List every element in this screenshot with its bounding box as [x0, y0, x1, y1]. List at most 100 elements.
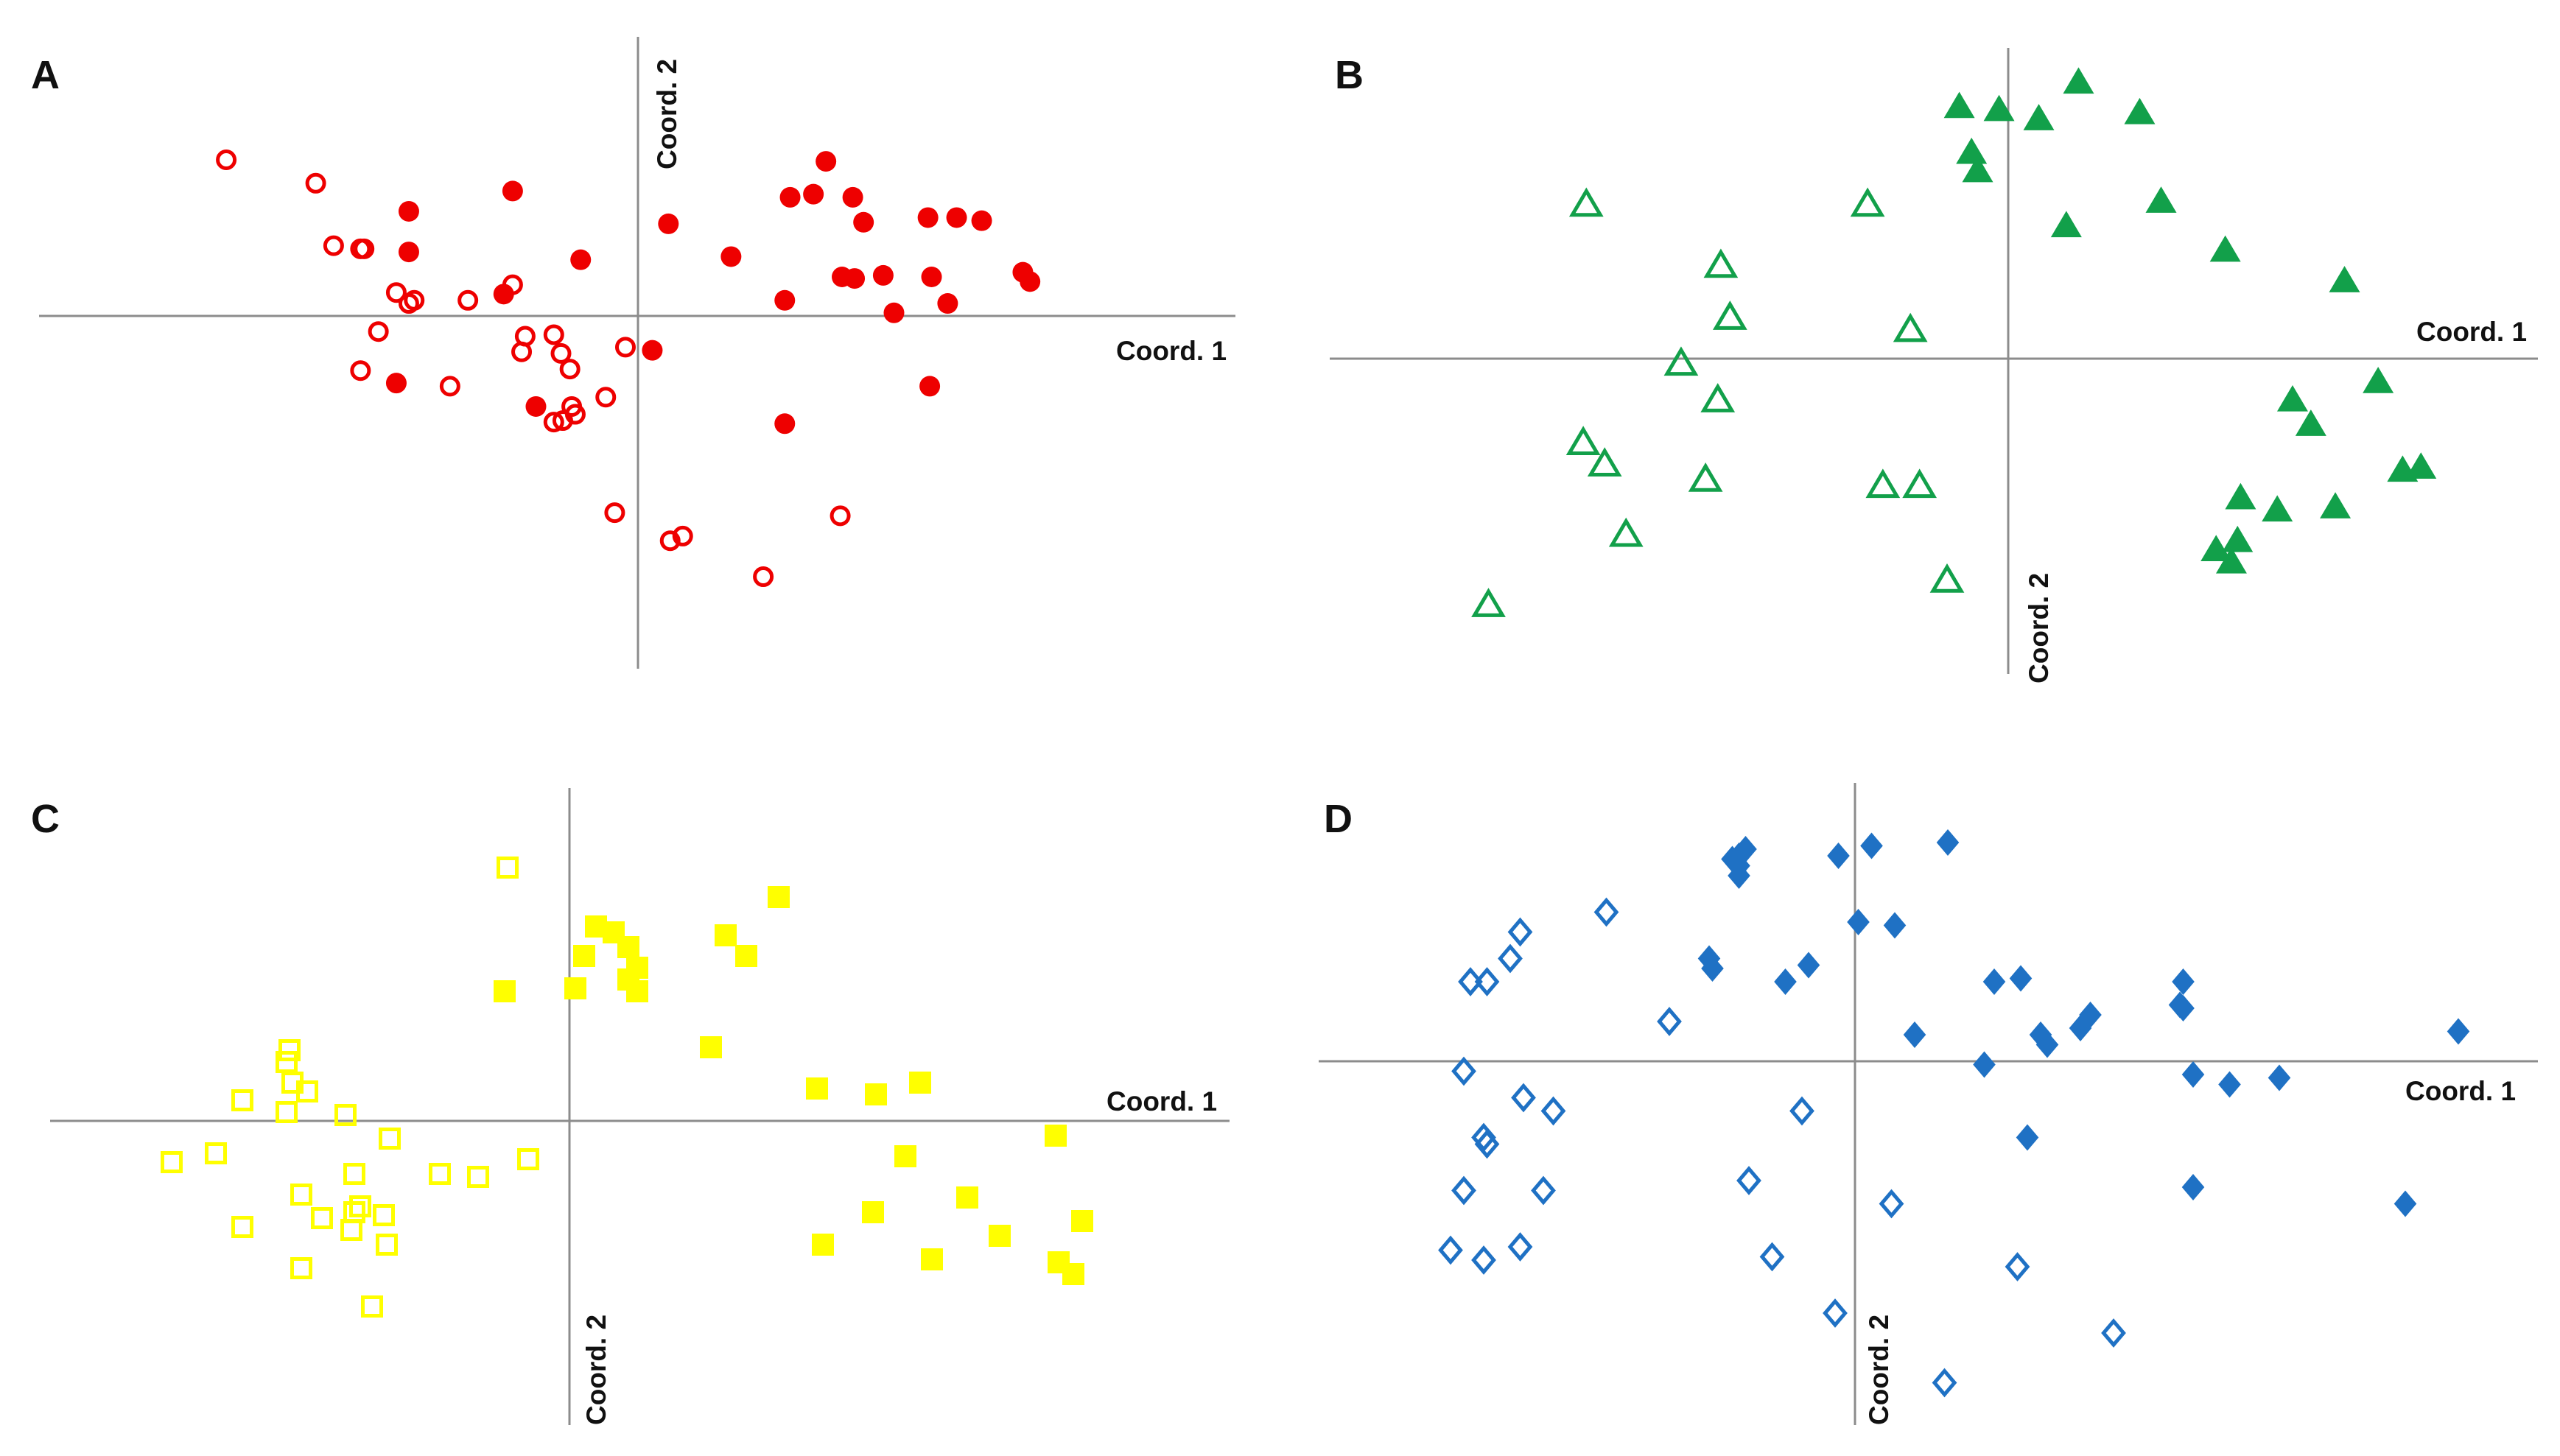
panel-b-filled-point-22 [2215, 546, 2247, 574]
panel-a: A Coord. 1 Coord. 2 [31, 37, 1235, 669]
panel-c-filled-point-20 [989, 1225, 1011, 1247]
panel-c-letter: C [31, 797, 60, 841]
panel-b-open-point-14 [1902, 468, 1937, 499]
panel-d-open-point-22 [1823, 1298, 1848, 1328]
panel-a-open-point-2 [305, 172, 326, 194]
panel-a-x-axis-label: Coord. 1 [1116, 336, 1227, 366]
panel-c-filled-point-15 [865, 1083, 887, 1105]
panel-b-filled-point-13 [2276, 384, 2308, 412]
panel-d-open-point-16 [1438, 1235, 1463, 1265]
panel-d-open-point-6 [1657, 1007, 1682, 1036]
panel-d-filled-point-21 [2079, 1002, 2102, 1028]
panel-a-filled-point-15 [816, 151, 837, 172]
panel-a-filled-point-13 [779, 186, 801, 208]
panel-c-open-point-2 [278, 1039, 301, 1061]
panel-c-open-point-1 [497, 857, 519, 879]
panel-b-filled-point-5 [2023, 104, 2055, 130]
panel-c-plot-area [161, 857, 1093, 1318]
panel-a-open-point-21 [543, 412, 564, 433]
panel-d-filled-point-23 [2172, 968, 2195, 995]
panel-a-filled-point-26 [946, 207, 967, 228]
panel-a-open-point-25 [604, 502, 625, 524]
panel-a-filled-point-17 [853, 211, 874, 233]
panel-c-filled-point-24 [1071, 1210, 1093, 1232]
panel-c-open-point-22 [376, 1234, 398, 1256]
panel-b-filled-point-16 [2387, 455, 2419, 482]
panel-a-filled-point-2 [502, 180, 523, 202]
panel-c: C Coord. 1 Coord. 2 [31, 788, 1230, 1425]
panel-c-filled-point-12 [768, 886, 790, 908]
panel-b-open-point-1 [1568, 187, 1604, 217]
panel-c-open-point-8 [334, 1104, 357, 1126]
panel-a-open-point-12 [457, 289, 479, 311]
panel-a-filled-point-5 [493, 284, 514, 305]
panel-a-open-point-26 [659, 530, 681, 552]
panel-b-filled-point-7 [2124, 97, 2156, 124]
panel-d-filled-point-30 [2016, 1124, 2039, 1151]
panel-b-filled-point-18 [2262, 495, 2293, 522]
panel-a-filled-point-12 [774, 413, 796, 435]
panel-c-filled-point-4 [617, 936, 639, 958]
panel-d-filled-point-9 [1847, 909, 1870, 935]
panel-d-open-point-13 [1736, 1166, 1761, 1195]
panel-c-open-point-14 [467, 1166, 489, 1188]
panel-a-open-point-29 [830, 505, 851, 527]
panel-a-filled-point-10 [720, 246, 742, 267]
panel-c-open-point-20 [373, 1204, 395, 1226]
panel-b-filled-point-12 [2363, 367, 2394, 393]
panel-d-open-point-7 [1451, 1056, 1476, 1086]
panel-a-open-point-27 [672, 525, 693, 546]
panel-c-filled-point-23 [1045, 1125, 1067, 1147]
panel-c-open-point-15 [517, 1148, 539, 1170]
panel-c-open-point-12 [343, 1163, 365, 1185]
panel-b-filled-point-20 [2222, 525, 2254, 552]
panel-b-filled-point-10 [2209, 235, 2241, 262]
panel-b-y-axis-label: Coord. 2 [2024, 573, 2054, 683]
panel-c-open-point-21 [340, 1219, 362, 1241]
panel-d-open-point-24 [1932, 1368, 1957, 1398]
panel-b-filled-point-2 [1956, 137, 1988, 164]
panel-b-open-point-6 [1565, 426, 1601, 455]
panel-a-filled-point-9 [658, 213, 679, 234]
panel-c-filled-point-26 [1062, 1263, 1084, 1285]
panel-b-letter: B [1335, 53, 1364, 97]
panel-c-open-point-18 [311, 1207, 333, 1229]
panel-c-filled-point-21 [812, 1234, 834, 1256]
panel-c-open-point-25 [361, 1295, 383, 1318]
panel-b-open-point-13 [1865, 468, 1901, 499]
panel-d-letter: D [1324, 797, 1353, 841]
panel-b-open-point-7 [1587, 447, 1622, 477]
panel-c-filled-point-14 [806, 1077, 828, 1100]
panel-b-filled-point-17 [2225, 482, 2256, 510]
panel-b-filled-point-3 [1962, 155, 1993, 183]
panel-c-filled-point-10 [715, 924, 737, 946]
panel-d-filled-point-26 [2181, 1061, 2205, 1088]
panel-a-filled-point-6 [385, 373, 407, 394]
panel-b-filled-point-11 [2329, 266, 2360, 292]
panel-d-open-point-15 [1531, 1175, 1556, 1206]
panel-d-filled-point-16 [2009, 965, 2033, 992]
panel-d-x-axis-label: Coord. 1 [2405, 1076, 2516, 1106]
panel-a-open-point-24 [614, 337, 636, 358]
panel-d-open-point-5 [1474, 967, 1500, 996]
panel-a-open-point-5 [354, 238, 375, 259]
panel-c-filled-point-11 [735, 945, 757, 967]
panel-d-open-point-18 [1471, 1245, 1496, 1275]
panel-c-filled-point-9 [494, 980, 516, 1002]
panel-a-filled-point-8 [642, 340, 663, 361]
panel-a-open-point-18 [559, 359, 581, 380]
panel-c-open-point-7 [276, 1101, 298, 1123]
panel-b-open-point-10 [1471, 588, 1506, 617]
panel-a-filled-point-7 [525, 395, 547, 417]
panel-c-x-axis-label: Coord. 1 [1107, 1086, 1217, 1116]
panel-d-open-point-4 [1458, 967, 1483, 996]
panel-a-filled-point-14 [803, 183, 824, 205]
panel-d-open-point-9 [1540, 1096, 1566, 1126]
panel-d-open-point-20 [1879, 1189, 1904, 1219]
panel-d-filled-point-14 [1797, 952, 1820, 979]
panel-c-open-point-13 [429, 1163, 451, 1185]
panel-d-open-point-1 [1593, 897, 1619, 927]
panel-d-filled-point-17 [1903, 1021, 1926, 1048]
panel-c-open-point-6 [231, 1089, 253, 1111]
panel-a-filled-point-24 [919, 376, 941, 397]
